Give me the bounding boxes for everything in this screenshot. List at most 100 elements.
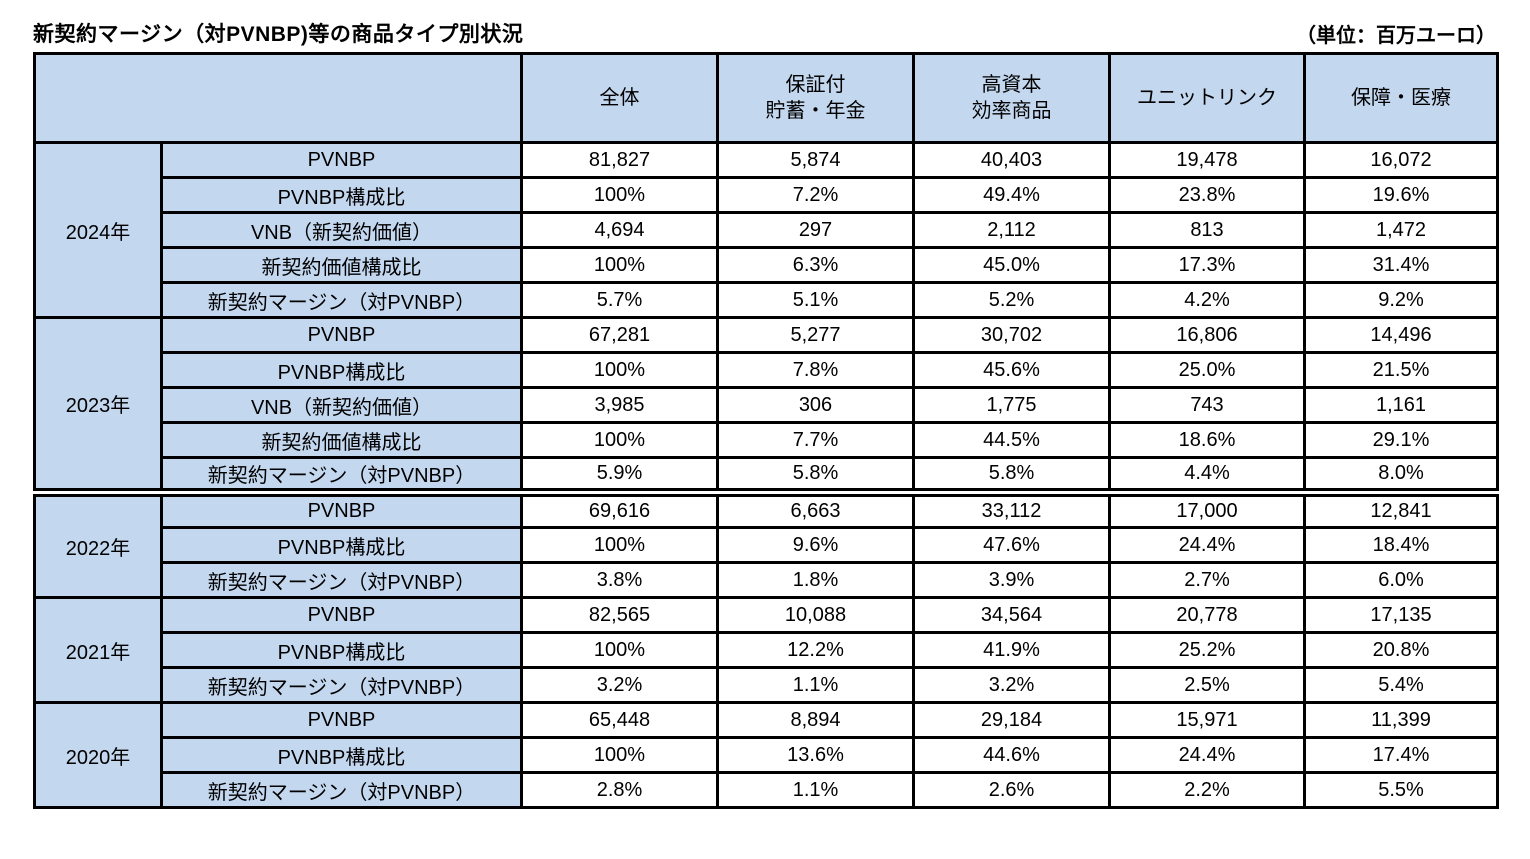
- row-label: PVNBP: [160, 316, 523, 354]
- table-row: 新契約価値構成比 100% 6.3% 45.0% 17.3% 31.4%: [35, 246, 1499, 284]
- table-row: PVNBP構成比 100% 9.6% 47.6% 24.4% 18.4%: [35, 526, 1499, 564]
- value-cell: 3,985: [520, 386, 719, 424]
- value-cell: 21.5%: [1303, 351, 1499, 389]
- year-cell-2023: 2023年: [33, 316, 163, 494]
- year-cell-2021: 2021年: [33, 596, 163, 704]
- table-row: 2021年 PVNBP 82,565 10,088 34,564 20,778 17,135: [33, 596, 1499, 704]
- table-row: 新契約マージン（対PVNBP） 5.9% 5.8% 5.8% 4.4% 8.0%: [35, 456, 1499, 494]
- column-header-4: ユニットリンク: [1108, 52, 1306, 144]
- value-cell: 100%: [520, 526, 719, 564]
- value-cell: 6.0%: [1303, 561, 1499, 599]
- value-cell: 100%: [520, 351, 719, 389]
- value-cell: 17.4%: [1303, 736, 1499, 774]
- value-cell: 47.6%: [912, 526, 1111, 564]
- column-header-2: 保証付 貯蓄・年金: [716, 52, 915, 144]
- row-label: 新契約マージン（対PVNBP）: [160, 281, 523, 319]
- value-cell: 5.7%: [520, 281, 719, 319]
- table-body: 2024年 PVNBP 81,827 5,874 40,403 19,478 16,072 P…: [33, 141, 1499, 809]
- row-label: 新契約マージン（対PVNBP）: [160, 666, 523, 704]
- value-cell: 13.6%: [716, 736, 915, 774]
- table-row: PVNBP構成比 100% 7.2% 49.4% 23.8% 19.6%: [35, 176, 1499, 214]
- value-cell: 2.7%: [1108, 561, 1306, 599]
- table-header: 全体 保証付 貯蓄・年金 高資本 効率商品 ユニットリンク 保障・医療: [33, 52, 1499, 144]
- row-label: PVNBP構成比: [160, 526, 523, 564]
- value-cell: 15,971: [1108, 701, 1306, 739]
- value-cell: 7.7%: [716, 421, 915, 459]
- value-cell: 3.2%: [520, 666, 719, 704]
- value-cell: 2.2%: [1108, 771, 1306, 809]
- value-cell: 297: [716, 211, 915, 249]
- value-cell: 7.8%: [716, 351, 915, 389]
- value-cell: 2.6%: [912, 771, 1111, 809]
- value-cell: 17,000: [1108, 488, 1306, 529]
- value-cell: 5.8%: [716, 456, 915, 494]
- value-cell: 1.1%: [716, 666, 915, 704]
- value-cell: 20,778: [1108, 596, 1306, 634]
- corner-cell: [33, 52, 523, 144]
- row-label: VNB（新契約価値）: [160, 386, 523, 424]
- value-cell: 100%: [520, 421, 719, 459]
- row-label: PVNBP構成比: [160, 631, 523, 669]
- column-header-3: 高資本 効率商品: [912, 52, 1111, 144]
- value-cell: 24.4%: [1108, 736, 1306, 774]
- table-row: 新契約マージン（対PVNBP） 2.8% 1.1% 2.6% 2.2% 5.5%: [35, 771, 1499, 809]
- value-cell: 1,161: [1303, 386, 1499, 424]
- value-cell: 100%: [520, 176, 719, 214]
- value-cell: 44.5%: [912, 421, 1111, 459]
- value-cell: 5.2%: [912, 281, 1111, 319]
- header-row: 全体 保証付 貯蓄・年金 高資本 効率商品 ユニットリンク 保障・医療: [33, 52, 1499, 144]
- value-cell: 1,775: [912, 386, 1111, 424]
- table-row: 新契約マージン（対PVNBP） 3.8% 1.8% 3.9% 2.7% 6.0%: [35, 561, 1499, 599]
- value-cell: 8,894: [716, 701, 915, 739]
- value-cell: 45.0%: [912, 246, 1111, 284]
- row-label: 新契約価値構成比: [160, 421, 523, 459]
- table-row: 2020年 PVNBP 65,448 8,894 29,184 15,971 11,399: [33, 701, 1499, 809]
- value-cell: 82,565: [520, 596, 719, 634]
- row-label: 新契約マージン（対PVNBP）: [160, 561, 523, 599]
- value-cell: 3.2%: [912, 666, 1111, 704]
- value-cell: 44.6%: [912, 736, 1111, 774]
- value-cell: 743: [1108, 386, 1306, 424]
- value-cell: 67,281: [520, 316, 719, 354]
- value-cell: 11,399: [1303, 701, 1499, 739]
- title-bar: 新契約マージン（対PVNBP)等の商品タイプ別状況 （単位：百万ユーロ）: [33, 18, 1496, 48]
- column-header-5: 保障・医療: [1303, 52, 1499, 144]
- value-cell: 3.8%: [520, 561, 719, 599]
- value-cell: 7.2%: [716, 176, 915, 214]
- value-cell: 34,564: [912, 596, 1111, 634]
- row-label: PVNBP構成比: [160, 176, 523, 214]
- value-cell: 14,496: [1303, 316, 1499, 354]
- value-cell: 49.4%: [912, 176, 1111, 214]
- row-label: PVNBP構成比: [160, 736, 523, 774]
- year-cell-2022: 2022年: [33, 488, 163, 599]
- value-cell: 5.9%: [520, 456, 719, 494]
- value-cell: 23.8%: [1108, 176, 1306, 214]
- table-row: PVNBP構成比 100% 7.8% 45.6% 25.0% 21.5%: [35, 351, 1499, 389]
- value-cell: 2.8%: [520, 771, 719, 809]
- value-cell: 4.2%: [1108, 281, 1306, 319]
- value-cell: 100%: [520, 631, 719, 669]
- value-cell: 81,827: [520, 141, 719, 179]
- column-header-1: 全体: [520, 52, 719, 144]
- table-row: PVNBP構成比 100% 13.6% 44.6% 24.4% 17.4%: [35, 736, 1499, 774]
- value-cell: 5.4%: [1303, 666, 1499, 704]
- row-label: PVNBP: [160, 596, 523, 634]
- value-cell: 9.2%: [1303, 281, 1499, 319]
- table-row: 新契約マージン（対PVNBP） 3.2% 1.1% 3.2% 2.5% 5.4%: [35, 666, 1499, 704]
- table-row: 新契約マージン（対PVNBP） 5.7% 5.1% 5.2% 4.2% 9.2%: [35, 281, 1499, 319]
- value-cell: 16,072: [1303, 141, 1499, 179]
- value-cell: 29,184: [912, 701, 1111, 739]
- value-cell: 813: [1108, 211, 1306, 249]
- year-cell-2020: 2020年: [33, 701, 163, 809]
- value-cell: 19,478: [1108, 141, 1306, 179]
- value-cell: 1,472: [1303, 211, 1499, 249]
- value-cell: 29.1%: [1303, 421, 1499, 459]
- row-label: PVNBP: [160, 701, 523, 739]
- value-cell: 9.6%: [716, 526, 915, 564]
- page-title: 新契約マージン（対PVNBP)等の商品タイプ別状況: [33, 23, 524, 46]
- row-label: 新契約マージン（対PVNBP）: [160, 456, 523, 494]
- value-cell: 306: [716, 386, 915, 424]
- table-row: 2023年 PVNBP 67,281 5,277 30,702 16,806 14,496: [33, 316, 1499, 494]
- table-row: VNB（新契約価値） 4,694 297 2,112 813 1,472: [35, 211, 1499, 249]
